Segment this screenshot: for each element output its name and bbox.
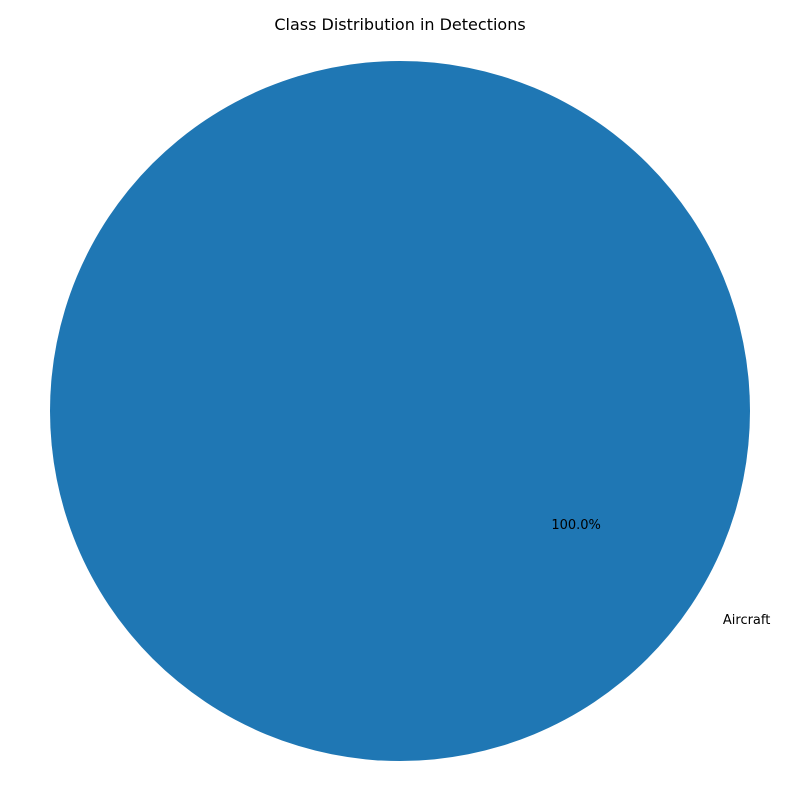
chart-title: Class Distribution in Detections — [274, 15, 525, 34]
pie-slices — [50, 61, 750, 761]
pie-slice-label: Aircraft — [723, 613, 770, 628]
pie-percent-label: 100.0% — [551, 518, 601, 533]
pie-labels: Aircraft 100.0% — [551, 518, 770, 628]
pie-slice-aircraft — [50, 61, 750, 761]
